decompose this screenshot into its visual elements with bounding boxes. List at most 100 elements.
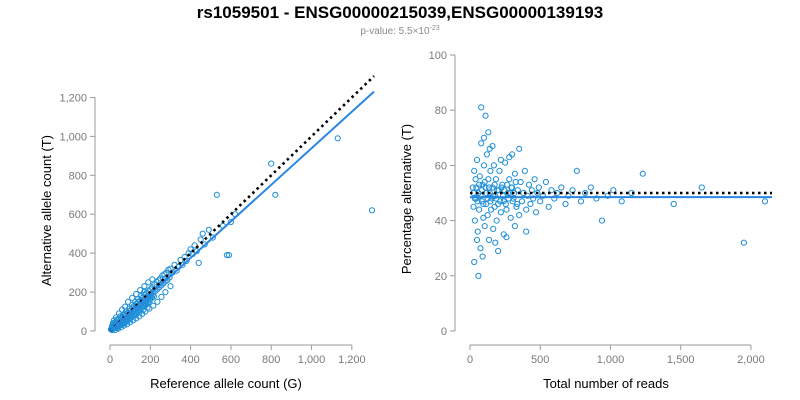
x-tick-label: 500 [531, 354, 549, 366]
data-point [482, 112, 489, 119]
data-point [485, 129, 492, 136]
data-point [478, 104, 485, 111]
data-point [491, 203, 498, 210]
data-point [141, 289, 148, 296]
y-axis-label: Percentage alternative (T) [399, 124, 414, 274]
data-point [502, 200, 509, 208]
x-tick-label: 400 [181, 354, 199, 366]
data-point [488, 206, 495, 213]
data-point [497, 198, 504, 205]
x-tick-label: 1,000 [298, 354, 326, 366]
data-point [197, 236, 204, 243]
data-point [508, 184, 515, 191]
y-tick-label: 200 [69, 287, 87, 299]
data-point [545, 203, 552, 210]
data-point [530, 195, 537, 202]
data-point [201, 241, 208, 248]
data-point [521, 167, 528, 174]
data-point [268, 160, 275, 167]
data-point [511, 189, 518, 197]
y-tick-label: 800 [69, 170, 87, 182]
data-point [158, 293, 165, 300]
x-tick-label: 0 [467, 354, 473, 366]
data-point [227, 218, 234, 226]
data-point [485, 236, 493, 243]
data-point [475, 272, 482, 279]
data-point [492, 195, 500, 202]
data-point [698, 184, 705, 191]
y-tick-label: 20 [435, 271, 447, 283]
data-point [484, 212, 491, 219]
data-point [535, 184, 542, 191]
subtitle-exponent: -23 [430, 25, 440, 32]
data-point [523, 228, 530, 235]
data-point [511, 170, 519, 177]
data-point [478, 187, 485, 194]
scatter-panel-allele-counts: 0 200 400 600 800 1,000 1,200 0 200 400 600 800 1,00… [39, 75, 376, 391]
data-point [511, 223, 519, 230]
data-point [670, 200, 677, 208]
data-point [480, 162, 488, 169]
data-point [473, 236, 481, 243]
chart-subtitle: p-value: 5.5×10-23 [360, 25, 439, 37]
data-point [471, 258, 478, 266]
data-point [501, 187, 508, 194]
data-point [334, 135, 341, 142]
data-point [577, 198, 585, 205]
data-point [492, 239, 499, 246]
data-point [593, 195, 600, 202]
y-tick-label: 400 [69, 248, 87, 260]
data-point [471, 167, 478, 174]
data-point [483, 151, 490, 158]
data-point [472, 176, 479, 183]
data-point [740, 239, 748, 246]
data-point [476, 181, 483, 188]
data-point [145, 279, 152, 286]
data-point [497, 156, 504, 163]
data-point [138, 292, 145, 300]
data-point [485, 184, 493, 191]
data-point [505, 195, 512, 202]
data-point [478, 140, 485, 147]
data-point [125, 298, 132, 305]
data-point [548, 187, 555, 194]
data-point [477, 192, 484, 199]
data-point [485, 176, 492, 183]
scatter-panel-percentage-alternative: 0 20 40 60 80 100 0 500 1,000 1,500 2,000 Total num… [399, 50, 772, 391]
data-point [124, 321, 131, 328]
x-tick-label: 200 [141, 354, 159, 366]
data-point [272, 191, 279, 198]
x-tick-label: 2,000 [737, 354, 765, 366]
data-point [480, 214, 487, 221]
data-point [474, 198, 481, 205]
data-point [141, 283, 148, 290]
data-point [479, 253, 486, 260]
x-axis-label: Reference allele count (G) [150, 376, 302, 391]
data-point [497, 209, 504, 216]
x-tick-label: 800 [262, 354, 280, 366]
data-point [491, 181, 498, 188]
data-point [492, 176, 500, 183]
data-point [587, 184, 594, 191]
data-point [598, 217, 606, 224]
y-tick-label: 60 [435, 160, 447, 172]
data-point [551, 195, 558, 202]
data-point [471, 217, 478, 224]
data-point [481, 223, 488, 230]
data-point [490, 225, 497, 232]
x-tick-label: 1,000 [597, 354, 625, 366]
data-point [524, 192, 531, 199]
data-point [542, 178, 550, 186]
data-point [761, 198, 769, 205]
data-point [129, 294, 136, 301]
data-point [582, 189, 589, 197]
data-point [213, 191, 220, 198]
data-point [514, 200, 521, 208]
data-point [487, 167, 494, 174]
chart-title: rs1059501 - ENSG00000215039,ENSG00000139… [197, 3, 603, 22]
data-point [223, 252, 230, 259]
x-tick-label: 600 [222, 354, 240, 366]
data-point [508, 151, 516, 158]
data-point [477, 245, 484, 252]
